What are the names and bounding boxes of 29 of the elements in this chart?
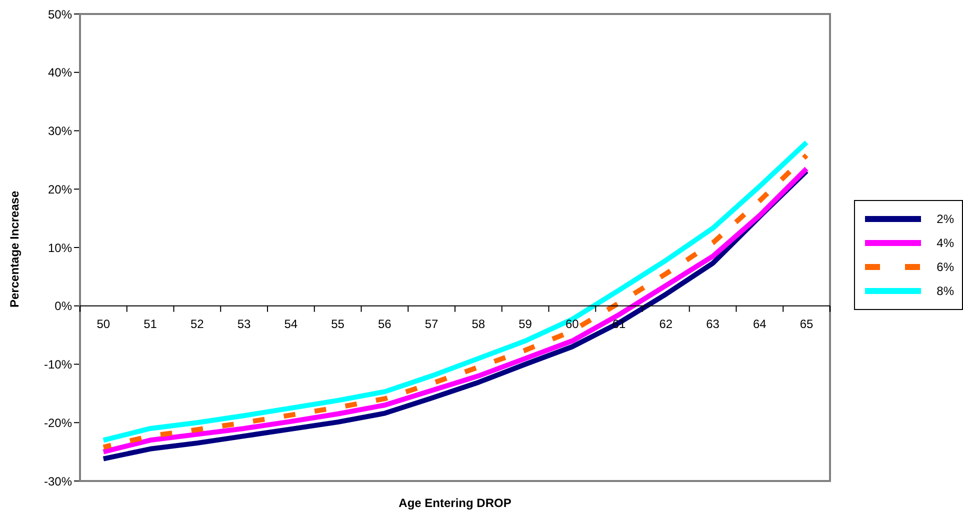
legend-label: 4% xyxy=(936,236,954,250)
x-tick-label: 53 xyxy=(237,316,252,331)
y-tick-label: 0% xyxy=(54,299,72,314)
x-tick-label: 55 xyxy=(331,316,345,331)
y-tick-label: 50% xyxy=(48,7,72,22)
x-tick-label: 52 xyxy=(190,316,204,331)
x-tick-label: 63 xyxy=(706,316,720,331)
y-tick-label: -10% xyxy=(44,358,72,372)
x-tick-label: 64 xyxy=(753,316,767,331)
legend-label: 6% xyxy=(936,260,954,274)
x-axis-title: Age Entering DROP xyxy=(398,496,512,510)
x-tick-label: 59 xyxy=(518,316,532,331)
y-tick-label: -20% xyxy=(44,416,72,430)
x-tick-label: 54 xyxy=(284,316,298,331)
x-tick-label: 51 xyxy=(144,316,158,331)
x-tick-label: 56 xyxy=(378,316,392,331)
legend-label: 8% xyxy=(936,284,954,298)
x-tick-label: 62 xyxy=(659,316,673,331)
y-tick-label: -30% xyxy=(44,474,72,488)
y-tick-label: 20% xyxy=(48,182,72,196)
y-tick-label: 40% xyxy=(48,66,72,80)
x-tick-label: 50 xyxy=(96,316,110,331)
y-tick-label: 10% xyxy=(48,240,72,255)
y-axis-title: Percentage Increase xyxy=(7,190,22,308)
x-tick-label: 65 xyxy=(800,316,814,331)
x-tick-label: 58 xyxy=(472,316,486,331)
x-tick-label: 57 xyxy=(424,316,439,331)
legend-label: 2% xyxy=(936,212,954,226)
y-tick-label: 30% xyxy=(48,124,72,138)
